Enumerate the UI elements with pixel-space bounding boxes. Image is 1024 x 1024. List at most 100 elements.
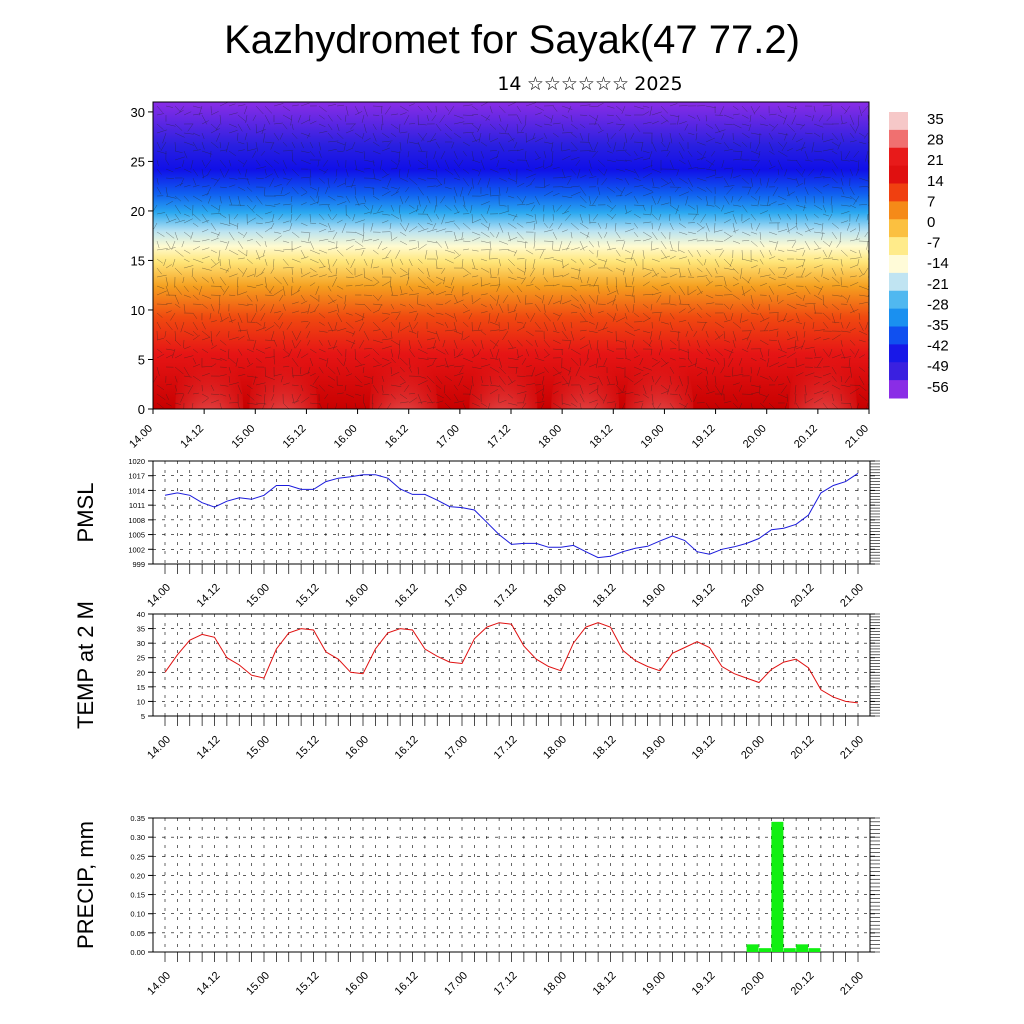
wind-barb	[351, 339, 356, 349]
wind-barb	[539, 249, 545, 259]
wind-barb	[435, 312, 444, 315]
wind-barb	[849, 402, 853, 409]
wind-barb	[606, 150, 613, 154]
wind-barb	[642, 186, 654, 192]
wind-barb	[435, 348, 446, 355]
wind-barb	[786, 303, 797, 310]
colorbar-label: -28	[927, 296, 949, 313]
wind-barb	[216, 330, 221, 337]
wind-barb	[524, 258, 527, 270]
wind-barb	[660, 384, 669, 391]
wind-barb	[462, 204, 469, 212]
wind-barb	[309, 348, 317, 354]
wind-barb	[845, 150, 851, 160]
wind-barb	[507, 222, 517, 229]
wind-barb	[295, 213, 302, 221]
wind-barb	[639, 357, 644, 366]
wind-barb	[318, 339, 323, 346]
wind-barb	[849, 309, 859, 314]
wind-barb	[525, 240, 527, 249]
wind-barb	[219, 114, 222, 125]
wind-barb	[246, 123, 251, 131]
wind-barb	[390, 150, 401, 154]
wind-barb	[489, 168, 499, 173]
wind-barb	[417, 195, 421, 207]
wind-barb	[192, 294, 199, 301]
wind-barb	[462, 303, 468, 309]
wind-barb	[786, 177, 797, 181]
wind-barb	[318, 141, 322, 151]
x-tick-label: 20.12	[789, 970, 817, 998]
wind-barb	[442, 339, 446, 348]
wind-barb	[579, 240, 585, 251]
wind-barb	[345, 147, 354, 152]
wind-barb	[174, 303, 181, 308]
wind-barb	[579, 204, 586, 208]
wind-barb	[354, 393, 362, 396]
wind-barb	[219, 339, 227, 346]
wind-barb	[192, 285, 199, 291]
wind-barb	[822, 257, 833, 260]
wind-barb	[471, 213, 473, 223]
wind-barb	[453, 132, 462, 139]
wind-barb	[750, 222, 753, 230]
wind-barb	[435, 290, 447, 296]
wind-barb	[435, 364, 446, 368]
wind-barb	[183, 141, 195, 146]
wind-barb	[804, 132, 813, 135]
wind-barb	[417, 375, 427, 379]
wind-barb	[588, 375, 599, 379]
wind-barb	[399, 231, 407, 237]
wind-barb	[156, 348, 163, 354]
wind-barb	[270, 402, 275, 409]
wind-barb	[739, 312, 743, 323]
wind-barb	[784, 168, 788, 177]
x-tick-label: 15.12	[294, 734, 322, 762]
wind-barb	[741, 105, 748, 112]
wind-barb	[345, 239, 355, 242]
wind-barb	[723, 210, 735, 215]
wind-barb	[486, 177, 491, 188]
plot-frame	[152, 460, 871, 565]
wind-barb	[210, 384, 215, 391]
wind-barb	[426, 240, 438, 244]
wind-barb	[840, 122, 848, 125]
wind-barb	[390, 371, 400, 377]
wind-barb	[333, 177, 338, 184]
wind-barb	[714, 229, 723, 233]
wind-barb	[255, 105, 264, 115]
wind-barb	[542, 393, 545, 401]
wind-barb	[759, 402, 766, 409]
wind-barb	[165, 195, 177, 199]
wind-barb	[417, 400, 427, 404]
wind-barb	[417, 186, 424, 196]
wind-barb	[777, 393, 788, 399]
wind-barb	[530, 177, 536, 185]
wind-barb	[291, 245, 302, 251]
wind-barb	[588, 294, 595, 303]
wind-barb	[561, 366, 572, 373]
wind-barb	[399, 222, 406, 232]
wind-barb	[395, 186, 401, 194]
wind-barb	[398, 150, 401, 162]
wind-barb	[705, 114, 707, 122]
wind-barb	[363, 294, 373, 296]
wind-barb	[462, 222, 471, 230]
wind-barb	[831, 141, 839, 147]
x-tick-label: 15.12	[281, 423, 309, 451]
wind-barb	[516, 391, 527, 395]
wind-barb	[246, 375, 258, 378]
wind-barb	[507, 393, 514, 399]
wind-barb	[264, 159, 273, 168]
x-tick-label: 19.12	[690, 423, 718, 451]
wind-barb	[191, 267, 194, 278]
wind-barb	[327, 140, 339, 143]
wind-barb	[354, 132, 362, 138]
wind-barb	[372, 123, 377, 130]
wind-barb	[253, 339, 257, 350]
wind-barb	[534, 105, 544, 111]
wind-barb	[399, 303, 406, 307]
wind-barb	[309, 150, 315, 157]
wind-barb	[399, 267, 408, 274]
wind-barb	[696, 348, 704, 355]
